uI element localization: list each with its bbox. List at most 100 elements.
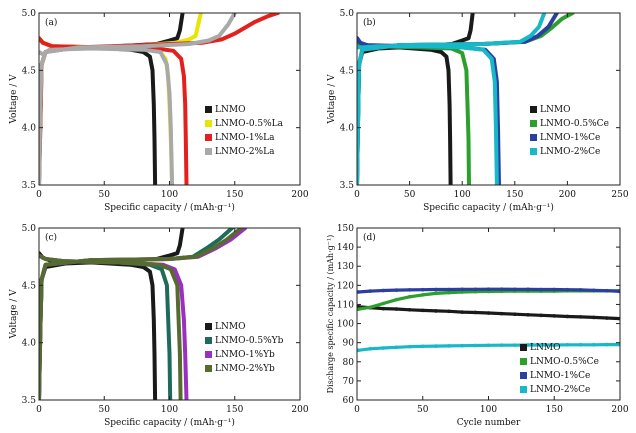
data-point: [357, 290, 361, 294]
data-point: [460, 290, 465, 294]
data-point: [486, 287, 491, 291]
y-axis-label: Voltage / V: [9, 289, 19, 340]
data-point: [407, 295, 412, 299]
data-point: [420, 287, 425, 292]
data-point: [407, 288, 412, 292]
legend-swatch: [205, 148, 212, 155]
legend-swatch: [520, 344, 527, 351]
legend-entry: LNMO-1%Ce: [540, 133, 600, 143]
legend-swatch: [205, 365, 212, 372]
data-point: [526, 343, 530, 347]
legend-entry: LNMO: [540, 105, 570, 115]
panel-c: 0 50 100 150 200 3.5 4.0 4.5 5.0 Specific capacit…: [9, 224, 309, 428]
legend-entry: LNMO-2%Ce: [530, 385, 590, 395]
panel-label: (d): [363, 232, 376, 243]
legend-entry: LNMO-2%Yb: [215, 364, 275, 374]
legend-entry: LNMO-0.5%La: [215, 119, 284, 129]
data-point: [447, 290, 451, 295]
series-discharge-curve-2: [39, 36, 189, 185]
y-tick-label: 4.5: [340, 66, 355, 76]
series-group: [357, 287, 620, 353]
x-tick-label: 0: [36, 405, 42, 415]
series-discharge-curve-3: [357, 44, 499, 185]
data-point: [499, 311, 504, 316]
x-tick-label: 150: [226, 405, 243, 415]
series-charge-curve-3: [357, 13, 547, 185]
legend-swatch: [520, 386, 527, 393]
x-tick-label: 100: [161, 190, 178, 200]
data-point: [381, 346, 386, 350]
data-point: [565, 314, 570, 319]
data-point: [605, 288, 609, 293]
data-point: [552, 287, 557, 292]
x-tick-label: 250: [611, 190, 628, 200]
legend-entry: LNMO-0.5%Yb: [215, 336, 284, 346]
data-point: [473, 287, 478, 292]
data-point: [473, 343, 478, 348]
series-group: [39, 228, 248, 400]
data-point: [499, 287, 504, 291]
data-point: [447, 309, 451, 314]
y-tick-label: 5.0: [340, 9, 355, 19]
series-charge-curve-3: [39, 228, 244, 400]
legend: LNMO LNMO-0.5%Ce LNMO-1%Ce LNMO-2%Ce: [520, 343, 599, 395]
legend-swatch: [530, 120, 537, 127]
y-tick-label: 4.0: [22, 124, 37, 134]
panel-a: 0 50 100 150 200 3.5 4.0 4.5 5.0 Specific capacit…: [9, 9, 309, 213]
x-axis-label: Specific capacity / (mAh·g⁻¹): [104, 417, 235, 428]
x-tick-label: 100: [161, 405, 178, 415]
data-point: [591, 315, 596, 320]
data-point: [539, 287, 543, 292]
series-group: [357, 13, 575, 185]
y-tick-label: 140: [337, 243, 354, 253]
y-tick-label: 120: [337, 281, 354, 291]
panel-b: 0 50 100 150 200 250 3.5 4.0 4.5 5.0 Specific capa…: [327, 9, 629, 213]
series-discharge-curve-0: [39, 251, 158, 400]
x-axis-label: Cycle number: [457, 418, 521, 428]
y-tick-label: 3.5: [22, 181, 37, 191]
y-tick-label: 5.0: [22, 9, 37, 19]
data-point: [513, 287, 517, 292]
y-axis-label: Voltage / V: [327, 74, 337, 125]
legend-entry: LNMO: [215, 105, 245, 115]
legend-entry: LNMO-2%Ce: [540, 147, 600, 157]
data-point: [605, 342, 609, 347]
series-discharge-curve-3: [39, 253, 183, 400]
y-tick-label: 60: [343, 396, 355, 406]
series-discharge-curve-0: [357, 36, 453, 185]
data-point: [605, 316, 609, 320]
panel-d: 0 50 100 150 200 60 70 80 90 100 110 120 130 140 150 Cy…: [326, 224, 629, 428]
legend-swatch: [205, 337, 212, 344]
data-point: [486, 311, 491, 315]
x-tick-label: 200: [291, 405, 308, 415]
legend-entry: LNMO-1%Yb: [215, 350, 275, 360]
data-point: [578, 288, 583, 292]
data-point: [434, 291, 438, 296]
series-charge-curve-2: [39, 228, 248, 400]
data-point: [552, 314, 557, 318]
x-tick-label: 0: [354, 190, 360, 200]
x-tick-label: 150: [226, 190, 243, 200]
data-point: [407, 344, 412, 349]
data-point: [578, 342, 583, 347]
y-tick-label: 4.5: [22, 281, 37, 291]
data-point: [381, 288, 386, 293]
data-point: [420, 293, 425, 297]
legend-swatch: [520, 372, 527, 379]
y-tick-label: 4.5: [22, 66, 37, 76]
y-tick-label: 5.0: [22, 224, 37, 234]
series-group: [39, 13, 280, 185]
legend: LNMO LNMO-0.5%La LNMO-1%La LNMO-2%La: [205, 105, 284, 157]
data-point: [499, 343, 504, 347]
data-point: [434, 309, 438, 313]
legend-swatch: [530, 148, 537, 155]
y-tick-label: 80: [343, 358, 355, 368]
legend-entry: LNMO-0.5%Ce: [540, 119, 609, 129]
data-point: [368, 289, 372, 293]
legend-swatch: [205, 351, 212, 358]
panel-label: (b): [363, 17, 376, 28]
x-tick-label: 200: [559, 190, 576, 200]
y-tick-label: 90: [343, 339, 355, 349]
series-discharge-curve-2: [357, 36, 501, 185]
data-point: [591, 342, 596, 347]
